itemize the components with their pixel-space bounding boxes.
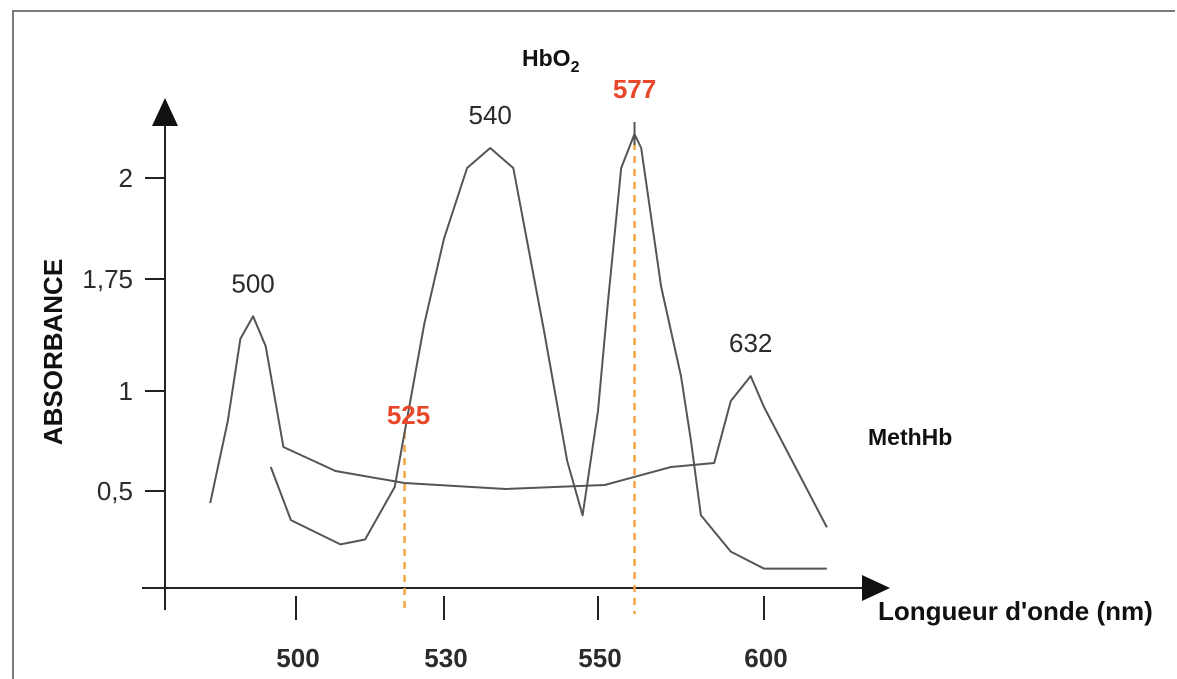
series-label-hbo2: HbO2 [522,45,580,76]
y-axis-arrow-icon [152,98,178,126]
peak-label-500: 500 [231,268,274,298]
y-tick-label: 0,5 [97,476,133,506]
y-tick-label: 2 [119,163,133,193]
series-line-methhb [209,315,828,528]
peak-label-540: 540 [469,100,512,130]
series-curves [209,122,828,570]
x-axis-title: Longueur d'onde (nm) [878,596,1153,626]
wavelength-markers [403,143,636,614]
x-tick-label: 550 [578,643,621,673]
x-tick-label: 600 [744,643,787,673]
marker-label-525: 525 [387,400,430,430]
figure-frame [12,10,1175,679]
series-label-methhb: MethHb [868,424,952,450]
x-axis-arrow-icon [862,575,890,601]
x-tick-label: 530 [424,643,467,673]
peak-labels: 500 540 577 632 525 [231,74,772,430]
series-line-hbo2 [269,133,827,570]
peak-label-632: 632 [729,328,772,358]
y-axis-title: ABSORBANCE [38,259,68,445]
series-label-hbo2-sub: 2 [571,59,580,76]
series-label-hbo2-main: HbO [522,45,571,71]
x-ticks: 500 530 550 600 [276,596,788,673]
y-tick-label: 1,75 [82,264,133,294]
y-ticks: 2 1,75 1 0,5 [82,163,165,506]
peak-label-577: 577 [613,74,656,104]
y-tick-label: 1 [119,376,133,406]
x-tick-label: 500 [276,643,319,673]
